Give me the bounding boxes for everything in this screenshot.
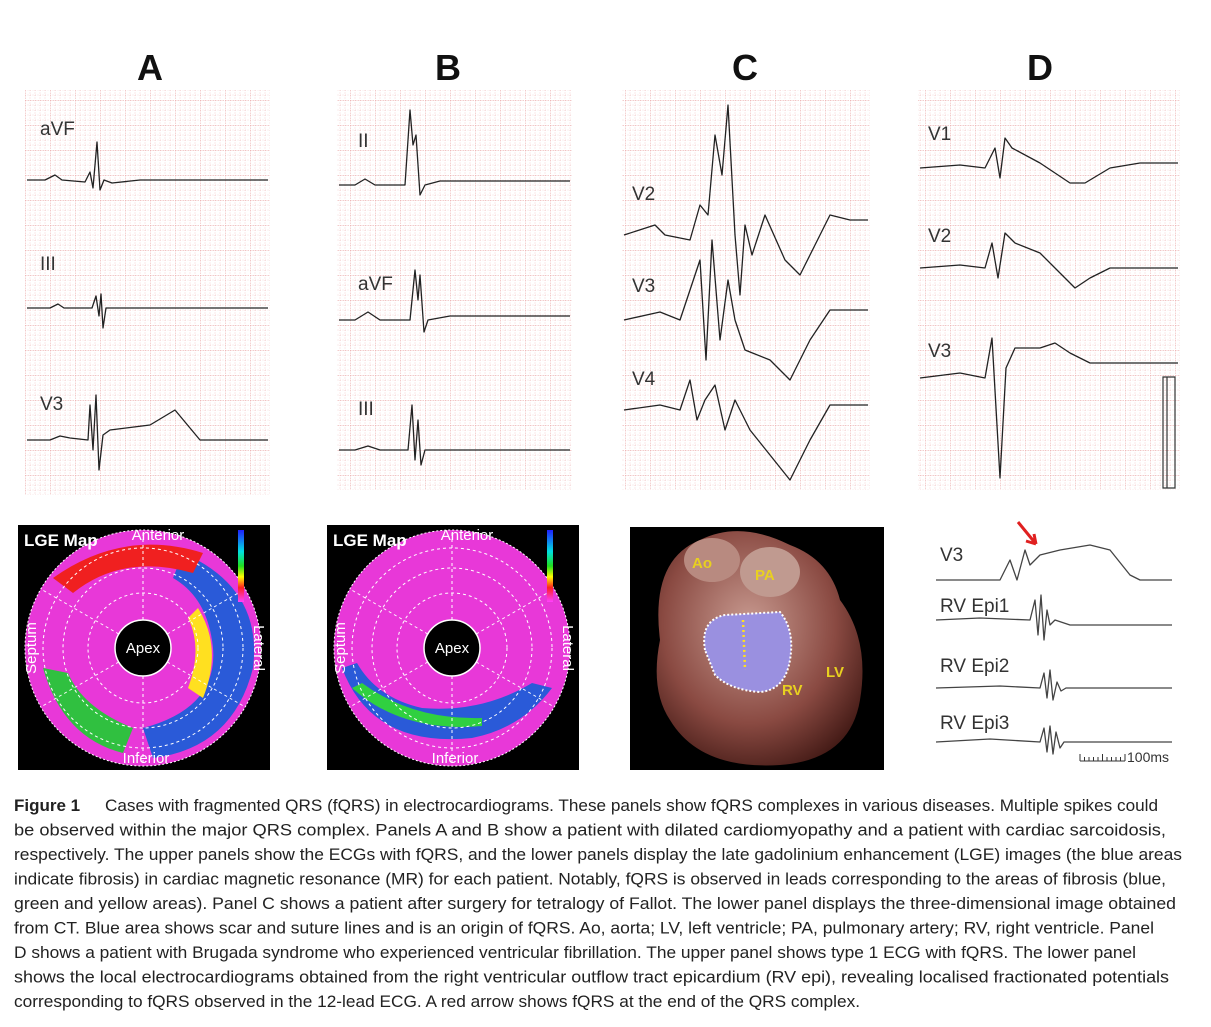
panel-letter: D	[1027, 47, 1053, 88]
map-title: LGE Map	[24, 531, 98, 550]
fibrosis-yellow	[188, 608, 212, 698]
lead-label: aVF	[358, 274, 393, 295]
apex-label: Apex	[126, 640, 161, 657]
scale-label: 100ms	[1127, 749, 1169, 765]
map-right: Lateral	[250, 625, 267, 671]
caption-line: shows the local electrocardiograms obtai…	[14, 968, 1169, 987]
map-title: LGE Map	[333, 531, 407, 550]
caption-line: Cases with fragmented QRS (fQRS) in elec…	[105, 796, 1158, 815]
ecg-trace	[935, 594, 1172, 641]
fibrosis-blue	[342, 663, 552, 740]
colorbar	[238, 530, 244, 602]
ecg-trace	[623, 239, 868, 381]
segment-line	[40, 588, 120, 635]
lead-label: III	[358, 399, 374, 420]
map-left: Septum	[332, 622, 349, 674]
ecg-trace	[919, 137, 1178, 184]
map-right: Lateral	[559, 625, 576, 671]
map-top: Anterior	[132, 527, 185, 544]
lead-label: V3	[632, 276, 655, 297]
ecg-trace	[27, 394, 268, 471]
ecg-trace	[936, 544, 1172, 581]
caption-line: be observed within the major QRS complex…	[14, 821, 1166, 840]
ecg-trace	[27, 141, 268, 191]
segment-line	[475, 661, 555, 708]
ecg-trace	[339, 109, 570, 196]
ecg-trace	[919, 232, 1178, 289]
calibration-mark	[1162, 376, 1176, 489]
caption-line: respectively. The upper panels show the …	[14, 845, 1182, 864]
fibrosis-green	[352, 683, 482, 727]
segment-line	[166, 661, 246, 708]
panel-letter: B	[435, 47, 461, 88]
map-bottom: Inferior	[432, 750, 479, 767]
fibrosis-blue	[143, 553, 255, 758]
lead-label: aVF	[40, 119, 75, 140]
ecg-trace	[935, 669, 1172, 701]
apex-circle	[423, 619, 481, 677]
ring	[24, 529, 262, 767]
pulmonary-artery	[740, 547, 800, 597]
ecg-trace	[623, 104, 868, 296]
panel-letter: C	[732, 47, 758, 88]
epi-label: RV Epi2	[940, 656, 1009, 677]
ecg-trace	[339, 404, 570, 466]
ring	[333, 529, 571, 767]
ecg-trace	[919, 337, 1178, 479]
caption-label: Figure 1	[14, 796, 80, 815]
suture-line	[741, 619, 747, 671]
segment-line	[40, 661, 120, 708]
lead-label: V3	[928, 341, 951, 362]
image-label: Ao	[692, 555, 712, 572]
fibrosis-red	[53, 544, 203, 593]
colorbar	[547, 530, 553, 602]
ecg-grid	[25, 90, 270, 495]
ecg-trace	[27, 293, 268, 329]
segment-line	[349, 661, 429, 708]
caption-line: green and yellow areas). Panel C shows a…	[14, 894, 1176, 913]
segment-line	[166, 588, 246, 635]
apex-circle	[114, 619, 172, 677]
scar	[703, 610, 793, 694]
segment-line	[475, 588, 555, 635]
map-bottom: Inferior	[123, 750, 170, 767]
ecg-grid	[622, 90, 870, 490]
image-label: PA	[755, 567, 775, 584]
ring	[371, 567, 533, 729]
lead-label: III	[40, 254, 56, 275]
aorta	[684, 538, 740, 582]
panel-letter: A	[137, 47, 163, 88]
lead-label: V2	[928, 226, 951, 247]
map-left: Septum	[23, 622, 40, 674]
epi-label: RV Epi3	[940, 713, 1009, 734]
ecg-grid	[337, 90, 572, 490]
ecg-grid	[918, 90, 1180, 490]
fibrosis-green	[43, 668, 133, 753]
caption-line: corresponding to fQRS observed in the 12…	[14, 992, 860, 1011]
lead-label: V2	[632, 184, 655, 205]
scale-bar	[1079, 754, 1126, 762]
image-label: LV	[826, 664, 844, 681]
ecg-trace	[935, 725, 1172, 755]
lead-label: V4	[632, 369, 656, 390]
caption-line: D shows a patient with Brugada syndrome …	[14, 943, 1136, 962]
lead-label: V3	[40, 394, 63, 415]
epi-label: V3	[940, 545, 963, 566]
segment-line	[349, 588, 429, 635]
ring	[62, 567, 224, 729]
caption-line: from CT. Blue area shows scar and suture…	[14, 919, 1154, 938]
apex-label: Apex	[435, 640, 470, 657]
image-label: RV	[782, 682, 803, 699]
caption-line: indicate fibrosis) in cardiac magnetic r…	[14, 870, 1166, 889]
lead-label: V1	[928, 124, 951, 145]
lead-label: II	[358, 131, 369, 152]
ecg-trace	[339, 269, 570, 333]
epi-label: RV Epi1	[940, 596, 1009, 617]
red-arrow	[1016, 521, 1038, 546]
map-top: Anterior	[441, 527, 494, 544]
ecg-trace	[623, 379, 868, 481]
